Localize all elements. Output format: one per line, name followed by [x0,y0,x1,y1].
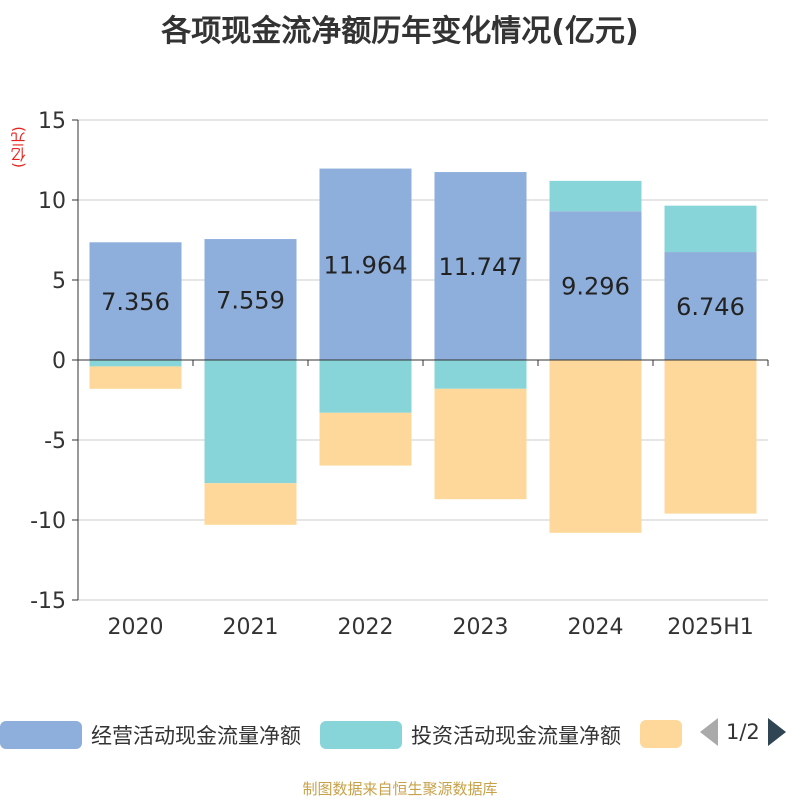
y-tick-label: 5 [52,269,66,294]
legend-swatch-financing [640,720,682,748]
bar-operating [549,211,642,360]
legend-swatch-operating [0,721,82,749]
bar-financing [204,483,297,525]
data-source-note: 制图数据来自恒生聚源数据库 [302,780,498,798]
bar-data-label: 9.296 [561,273,630,301]
legend-item-operating[interactable]: 经营活动现金流量净额 [0,720,301,750]
bar-operating [204,239,297,360]
bar-investing [319,360,412,413]
bar-operating [664,252,757,360]
bar-financing [89,366,182,389]
bar-financing [549,360,642,533]
bar-financing [664,360,757,514]
y-tick-label: 10 [38,189,66,214]
legend-swatch-investing [320,721,402,749]
bar-operating [89,242,182,360]
bar-investing [664,205,757,253]
legend: 经营活动现金流量净额 投资活动现金流量净额 1/2 [0,712,800,758]
bar-data-label: 6.746 [676,293,745,321]
x-tick-label: 2022 [338,615,394,640]
bar-investing [434,360,527,389]
bar-operating [319,168,412,360]
y-tick-label: 15 [38,109,66,134]
y-tick-label: 0 [52,349,66,374]
bar-operating [434,172,527,360]
bar-data-label: 7.356 [101,288,170,316]
y-tick-label: -10 [30,509,66,534]
bar-investing [204,360,297,484]
bar-financing [434,388,527,500]
chart-title: 各项现金流净额历年变化情况(亿元) [161,14,639,49]
legend-label-operating: 经营活动现金流量净额 [91,724,301,748]
bar-investing [89,360,182,367]
x-tick-label: 2020 [108,615,164,640]
y-tick-label: -15 [30,589,66,614]
triangle-right-icon[interactable] [767,718,786,746]
legend-item-financing[interactable] [640,720,682,748]
legend-page-indicator: 1/2 [726,720,760,744]
x-tick-label: 2021 [223,615,279,640]
x-tick-label: 2023 [453,615,509,640]
bar-chart: 15 10 5 0 -5 -10 -15 2020 2021 2022 2023 2024 2025H1… [30,109,769,640]
legend-label-investing: 投资活动现金流量净额 [411,724,621,748]
x-tick-label: 2024 [568,615,624,640]
bar-data-label: 11.964 [324,251,408,279]
bar-financing [319,412,412,466]
triangle-left-icon[interactable] [700,718,718,746]
bar-data-label: 11.747 [439,253,523,281]
bar-data-label: 7.559 [216,287,285,315]
y-tick-label: -5 [44,429,66,454]
x-tick-label: 2025H1 [667,615,754,640]
bar-investing [549,180,642,212]
legend-item-investing[interactable]: 投资活动现金流量净额 [320,720,621,750]
legend-pager: 1/2 [700,718,786,746]
